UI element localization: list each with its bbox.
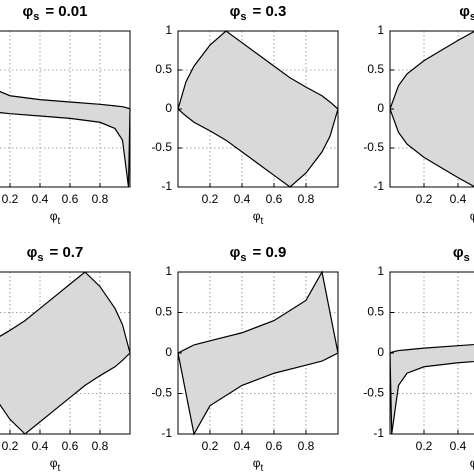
x-axis-label: φt xyxy=(50,456,61,473)
x-axis-label: φt xyxy=(253,456,264,473)
y-tick-label: -0.5 xyxy=(363,140,384,154)
x-tick-label: 0.2 xyxy=(2,192,19,206)
y-tick-label: -1 xyxy=(161,179,172,193)
y-tick-label: 0.5 xyxy=(367,62,384,76)
title-value: = 0.7 xyxy=(50,244,84,261)
panel-title: φs= xyxy=(459,3,474,23)
lower-curve xyxy=(0,352,131,435)
y-tick-label: -1 xyxy=(373,426,384,440)
lower-curve xyxy=(177,352,339,436)
title-subscript: s xyxy=(240,252,246,264)
x-label-symbol: φ xyxy=(50,456,58,470)
title-value: = 0.3 xyxy=(253,3,287,20)
panel-title: φs = 0.01 xyxy=(23,3,88,23)
x-label-symbol: φ xyxy=(470,209,474,223)
panel-title: φs = 0.9 xyxy=(230,244,287,264)
x-tick-label: 0.2 xyxy=(202,192,219,206)
x-axis-label: φt xyxy=(50,209,61,226)
lower-curve xyxy=(0,108,131,188)
upper-curve xyxy=(177,30,339,110)
title-subscript: s xyxy=(33,11,39,23)
title-subscript: s xyxy=(37,252,43,264)
x-tick-label: 0.8 xyxy=(92,192,109,206)
y-tick-label: -0.5 xyxy=(151,140,172,154)
y-tick-label: 1 xyxy=(377,264,384,278)
x-tick-label: 0.2 xyxy=(416,192,433,206)
y-tick-label: 0.5 xyxy=(367,305,384,319)
title-symbol: φ xyxy=(453,244,464,261)
upper-curve xyxy=(389,343,474,354)
y-tick-label: -1 xyxy=(161,426,172,440)
x-tick-label: 0.6 xyxy=(62,439,79,453)
y-tick-label: 0 xyxy=(377,345,384,359)
y-tick-label: 1 xyxy=(165,23,172,37)
title-subscript: s xyxy=(464,252,470,264)
band-shade xyxy=(390,344,474,434)
x-label-subscript: t xyxy=(261,216,264,227)
x-axis-label: φt xyxy=(470,456,474,473)
lower-curve xyxy=(389,108,474,188)
title-symbol: φ xyxy=(230,244,241,261)
x-tick-label: 0.8 xyxy=(92,439,109,453)
x-label-symbol: φ xyxy=(253,456,261,470)
axes-box xyxy=(0,30,131,188)
title-symbol: φ xyxy=(23,3,34,20)
band-shade xyxy=(178,272,338,434)
panel-title: φs = 0.7 xyxy=(27,244,84,264)
title-value: = 0.9 xyxy=(253,244,287,261)
x-label-subscript: t xyxy=(58,463,61,474)
upper-curve xyxy=(177,270,339,354)
x-label-subscript: t xyxy=(261,463,264,474)
y-tick-label: 0.5 xyxy=(155,62,172,76)
panel-title: φs = 0.3 xyxy=(230,3,287,23)
lower-curve xyxy=(389,352,474,435)
lower-curve xyxy=(177,108,339,188)
y-tick-label: 0 xyxy=(377,101,384,115)
x-label-symbol: φ xyxy=(253,209,261,223)
x-axis-label: φt xyxy=(253,209,264,226)
title-symbol: φ xyxy=(230,3,241,20)
y-tick-label: 1 xyxy=(377,23,384,37)
axes-box xyxy=(0,271,131,435)
panel-title: φs= 0 xyxy=(453,244,474,264)
title-value: = 0.01 xyxy=(45,3,87,20)
x-tick-label: 0.6 xyxy=(266,439,283,453)
x-tick-label: 0.4 xyxy=(450,439,467,453)
title-subscript: s xyxy=(470,11,474,23)
x-label-subscript: t xyxy=(58,216,61,227)
band-shade xyxy=(0,272,130,434)
x-label-symbol: φ xyxy=(470,456,474,470)
x-axis-label: φt xyxy=(470,209,474,226)
title-symbol: φ xyxy=(459,3,470,20)
x-tick-label: 0.8 xyxy=(298,192,315,206)
band-shade xyxy=(178,31,338,187)
x-tick-label: 0.2 xyxy=(416,439,433,453)
x-tick-label: 0.4 xyxy=(234,192,251,206)
y-tick-label: 0 xyxy=(165,101,172,115)
title-subscript: s xyxy=(240,11,246,23)
y-tick-label: 0.5 xyxy=(155,305,172,319)
upper-curve xyxy=(0,271,131,354)
y-tick-label: -0.5 xyxy=(151,386,172,400)
x-label-symbol: φ xyxy=(50,209,58,223)
y-tick-label: -1 xyxy=(373,179,384,193)
y-tick-label: 0 xyxy=(165,345,172,359)
x-tick-label: 0.4 xyxy=(450,192,467,206)
x-tick-label: 0.2 xyxy=(202,439,219,453)
x-tick-label: 0.4 xyxy=(32,192,49,206)
title-symbol: φ xyxy=(27,244,38,261)
x-tick-label: 0.4 xyxy=(234,439,251,453)
band-shade xyxy=(390,31,474,187)
y-tick-label: 1 xyxy=(165,264,172,278)
y-tick-label: -0.5 xyxy=(363,386,384,400)
x-tick-label: 0.8 xyxy=(298,439,315,453)
upper-curve xyxy=(389,30,474,110)
x-tick-label: 0.4 xyxy=(32,439,49,453)
x-tick-label: 0.2 xyxy=(2,439,19,453)
x-tick-label: 0.6 xyxy=(266,192,283,206)
upper-curve xyxy=(0,90,131,110)
x-tick-label: 0.6 xyxy=(62,192,79,206)
